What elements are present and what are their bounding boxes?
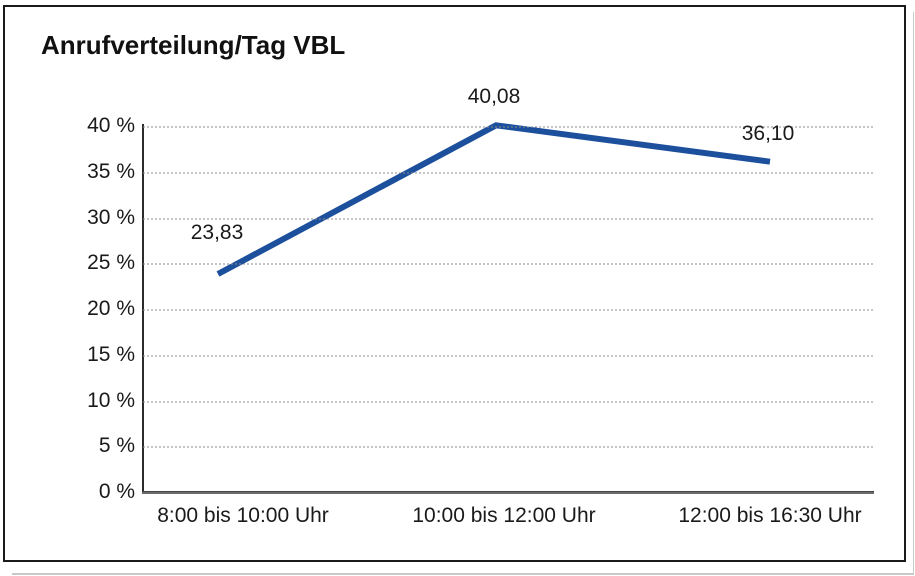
gridline-10 (143, 401, 873, 402)
y-axis-line (142, 124, 144, 494)
x-tick-label: 12:00 bis 16:30 Uhr (678, 504, 862, 527)
y-tick-label: 30 % (87, 205, 135, 229)
gridline-40 (143, 126, 873, 128)
y-tick-label: 5 % (98, 434, 135, 458)
gridline-20 (143, 309, 873, 311)
series-line (216, 122, 771, 277)
chart-title: Anrufverteilung/Tag VBL (41, 30, 346, 60)
point-value-label: 23,83 (190, 220, 244, 244)
y-tick-label: 10 % (87, 388, 135, 412)
gridline-15 (143, 355, 873, 357)
gridline-5 (143, 446, 873, 448)
y-tick-label: 25 % (87, 251, 135, 275)
x-axis-line (142, 491, 874, 494)
y-tick-label: 0 % (98, 480, 135, 503)
gridline-35 (143, 172, 873, 174)
y-tick-label: 40 % (87, 114, 135, 137)
x-tick-label: 10:00 bis 12:00 Uhr (412, 504, 596, 527)
frame-shadow-bottom (12, 573, 914, 575)
x-tick-label: 8:00 bis 10:00 Uhr (157, 504, 329, 527)
y-tick-label: 20 % (87, 297, 135, 320)
chart-frame: Anrufverteilung/Tag VBL 0 % 5 % 10 % 15 % 20… (3, 5, 906, 562)
gridline-30 (143, 218, 873, 219)
gridline-25 (143, 263, 873, 265)
frame-shadow-right (913, 12, 914, 575)
y-tick-label: 15 % (87, 342, 135, 366)
plot-area: 0 % 5 % 10 % 15 % 20 % 25 % 30 % 35 % 40 % 8:00 b… (87, 85, 874, 527)
point-value-label: 36,10 (741, 121, 795, 145)
y-tick-label: 35 % (87, 159, 135, 183)
point-value-label: 40,08 (467, 85, 521, 109)
series-line-svg (216, 122, 771, 277)
